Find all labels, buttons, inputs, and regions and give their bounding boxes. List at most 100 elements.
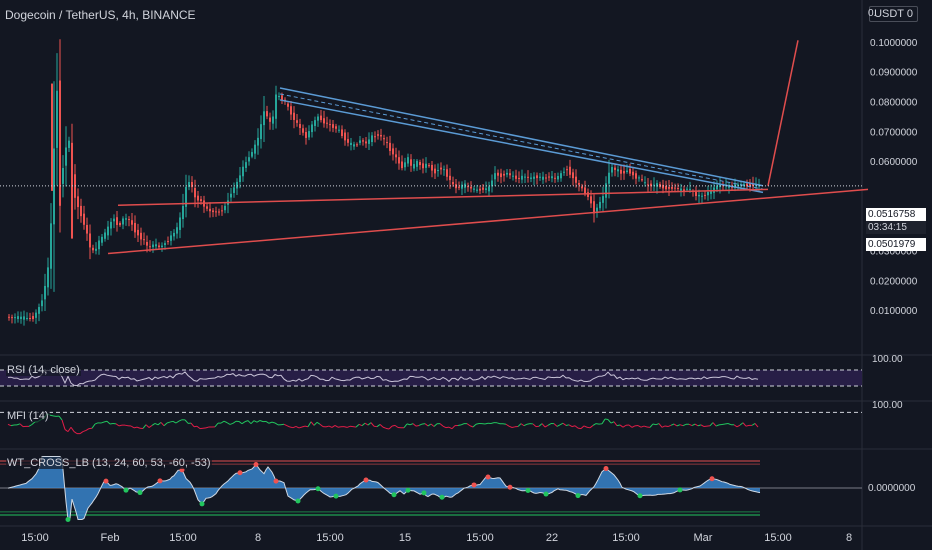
projection-line [767,40,799,186]
mfi-line-segment [586,426,591,429]
mfi-line-segment [424,423,429,427]
mfi-line-segment [106,420,111,425]
mfi-line-segment [394,424,399,428]
mfi-line-segment [67,426,72,432]
candle-body [134,222,136,233]
wt-cross-dot [103,478,109,484]
mfi-line-segment [448,426,453,430]
mfi-line-segment [283,423,288,427]
mfi-line-segment [298,426,303,429]
mfi-line-segment [154,422,159,426]
mfi-line-segment [451,425,456,430]
mfi-line-segment [577,427,582,430]
last-price-tag: 0.0516758 [866,208,926,221]
mfi-line-segment [724,423,729,425]
wt-cross-dot [237,470,243,476]
rsi-label[interactable]: RSI (14, close) [6,364,81,376]
candle-body [491,180,493,187]
candle-body [47,267,49,288]
candle-body [200,199,202,202]
candle-body [542,176,544,180]
candle-body [704,194,706,196]
currency-unit-button[interactable]: USDT 0 [869,6,918,22]
mfi-line-segment [592,423,597,426]
second-price-tag: 0.0501979 [866,238,926,251]
mfi-line-segment [628,424,633,428]
wt-cross-dot [199,501,205,507]
mfi-line-segment [562,422,567,426]
y-tick-label: 0.0800000 [870,97,918,108]
mfi-line-segment [583,425,588,428]
mfi-line-segment [328,425,333,428]
candle-body [485,188,487,190]
mfi-line-segment [73,431,78,435]
mfi-line-segment [403,423,408,429]
x-tick-label: 15:00 [466,532,494,544]
candle-body [191,182,193,188]
mfi-line-segment [310,421,315,426]
candle-body [95,248,97,251]
candle-body [557,176,559,180]
y-tick-label: 0.0100000 [870,306,918,317]
mfi-line-segment [268,421,273,424]
mfi-line-segment [244,420,249,423]
mfi-line-segment [109,423,114,425]
mfi-line-segment [382,426,387,429]
upper-trendline [117,188,769,206]
candle-body [512,175,514,177]
candle-body [101,236,103,243]
mfi-line-segment [295,425,300,429]
candle-body [173,232,175,237]
candle-body [89,233,91,248]
candle-body [413,164,415,169]
mfi-label[interactable]: MFI (14) [6,410,50,422]
wt-cross-dot [603,466,609,472]
mfi-line-segment [49,414,54,417]
candle-body [146,241,148,246]
mfi-line-segment [82,429,87,433]
mfi-line-segment [367,422,372,426]
candle-body [131,220,133,225]
candle-body [671,187,673,189]
mfi-line-segment [688,423,693,427]
mfi-line-segment [496,422,501,425]
candle-body [320,115,322,121]
candle-body [566,169,568,171]
mfi-line-segment [70,426,75,432]
mfi-line-segment [523,423,528,427]
wt-cross-dot [485,474,491,480]
candle-body [638,177,640,179]
candle-body [236,181,238,189]
candle-body [347,139,349,143]
mfi-line-segment [325,425,330,428]
candle-body [518,177,520,179]
mfi-line-segment [391,424,396,427]
y-tick-label: 0.0600000 [870,157,918,168]
mfi-line-segment [226,422,231,425]
candle-body [32,316,34,320]
candle-body [575,176,577,183]
mfi-line-segment [7,423,12,427]
countdown-tag: 03:34:15 [866,221,926,234]
mfi-line-segment [418,423,423,426]
candle-body [8,316,10,318]
wt-cross-dot [363,477,369,483]
chart-title: Dogecoin / TetherUS, 4h, BINANCE [5,8,196,22]
candle-body [488,186,490,192]
mfi-line-segment [118,424,123,427]
mfi-line-segment [556,424,561,427]
mfi-line-segment [148,425,153,428]
mfi-line-segment [289,426,294,429]
mfi-line-segment [379,424,384,428]
candle-body [527,176,529,178]
candle-body [116,217,118,225]
candle-body [251,152,253,157]
mfi-line-segment [232,420,237,424]
candle-body [41,300,43,307]
candle-body [374,136,376,138]
candle-body [596,207,598,212]
mfi-line-segment [190,422,195,428]
mfi-line-segment [457,424,462,426]
wt-label[interactable]: WT_CROSS_LB (13, 24, 60, 53, -60, -53) [6,457,212,469]
mfi-line-segment [124,424,129,427]
